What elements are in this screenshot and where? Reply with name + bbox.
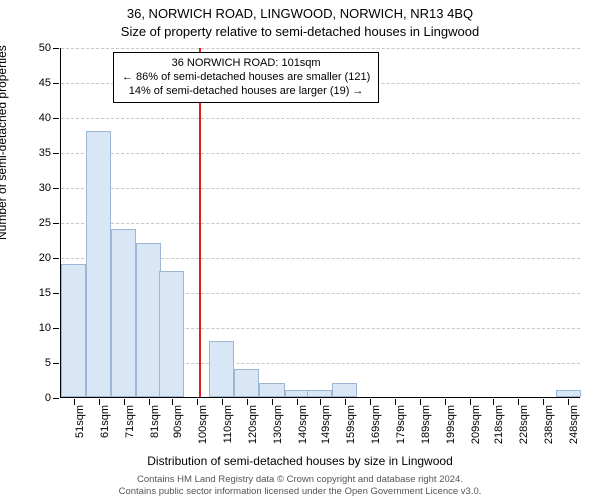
y-tick xyxy=(53,293,59,294)
gridline-h xyxy=(61,188,580,189)
y-tick xyxy=(53,48,59,49)
annotation-line-1: 36 NORWICH ROAD: 101sqm xyxy=(122,57,370,71)
y-tick-label: 5 xyxy=(45,357,51,369)
y-tick xyxy=(53,258,59,259)
x-tick-label: 228sqm xyxy=(518,405,530,444)
x-tick-label: 199sqm xyxy=(445,405,457,444)
y-axis-label: Number of semi-detached properties xyxy=(0,45,9,240)
x-tick-label: 169sqm xyxy=(370,405,382,444)
gridline-h xyxy=(61,153,580,154)
copyright-line-1: Contains HM Land Registry data © Crown c… xyxy=(0,474,600,486)
y-tick-label: 40 xyxy=(39,112,51,124)
y-tick-label: 30 xyxy=(39,182,51,194)
x-tick-label: 90sqm xyxy=(172,405,184,438)
x-axis-label: Distribution of semi-detached houses by … xyxy=(0,454,600,468)
x-tick-label: 218sqm xyxy=(493,405,505,444)
histogram-bar xyxy=(556,390,581,397)
plot-area: 0510152025303540455051sqm61sqm71sqm81sqm… xyxy=(60,48,580,398)
x-tick-label: 179sqm xyxy=(395,405,407,444)
gridline-h xyxy=(61,48,580,49)
y-tick xyxy=(53,118,59,119)
x-tick-label: 238sqm xyxy=(543,405,555,444)
gridline-h xyxy=(61,223,580,224)
histogram-bar xyxy=(259,383,284,397)
x-tick-label: 248sqm xyxy=(568,405,580,444)
x-tick-label: 61sqm xyxy=(99,405,111,438)
histogram-bar xyxy=(86,131,111,397)
histogram-bar xyxy=(307,390,332,397)
x-tick-label: 159sqm xyxy=(345,405,357,444)
histogram-bar xyxy=(332,383,357,397)
histogram-bar xyxy=(234,369,259,397)
chart-title-main: 36, NORWICH ROAD, LINGWOOD, NORWICH, NR1… xyxy=(0,6,600,21)
x-tick-label: 51sqm xyxy=(74,405,86,438)
histogram-bar xyxy=(136,243,161,397)
x-tick-label: 189sqm xyxy=(420,405,432,444)
y-tick-label: 0 xyxy=(45,392,51,404)
y-tick-label: 50 xyxy=(39,42,51,54)
y-tick xyxy=(53,223,59,224)
y-tick-label: 45 xyxy=(39,77,51,89)
copyright-note: Contains HM Land Registry data © Crown c… xyxy=(0,474,600,498)
chart-stage: 36, NORWICH ROAD, LINGWOOD, NORWICH, NR1… xyxy=(0,0,600,500)
annotation-box: 36 NORWICH ROAD: 101sqm ← 86% of semi-de… xyxy=(113,52,379,103)
y-tick xyxy=(53,328,59,329)
annotation-line-3: 14% of semi-detached houses are larger (… xyxy=(122,85,370,99)
annotation-line-2: ← 86% of semi-detached houses are smalle… xyxy=(122,71,370,85)
y-tick-label: 15 xyxy=(39,287,51,299)
x-tick-label: 130sqm xyxy=(272,405,284,444)
y-tick xyxy=(53,153,59,154)
y-tick-label: 10 xyxy=(39,322,51,334)
x-tick-label: 209sqm xyxy=(470,405,482,444)
x-tick-label: 140sqm xyxy=(297,405,309,444)
gridline-h xyxy=(61,118,580,119)
y-tick-label: 25 xyxy=(39,217,51,229)
histogram-bar xyxy=(61,264,86,397)
histogram-bar xyxy=(209,341,234,397)
y-tick-label: 20 xyxy=(39,252,51,264)
copyright-line-2: Contains public sector information licen… xyxy=(0,486,600,498)
x-tick-label: 120sqm xyxy=(247,405,259,444)
x-tick-label: 100sqm xyxy=(197,405,209,444)
y-tick-label: 35 xyxy=(39,147,51,159)
y-tick xyxy=(53,398,59,399)
histogram-bar xyxy=(285,390,310,397)
histogram-bar xyxy=(159,271,184,397)
y-tick xyxy=(53,188,59,189)
y-tick xyxy=(53,83,59,84)
x-tick-label: 149sqm xyxy=(320,405,332,444)
x-tick-label: 71sqm xyxy=(124,405,136,438)
x-tick-label: 81sqm xyxy=(149,405,161,438)
y-tick xyxy=(53,363,59,364)
histogram-bar xyxy=(111,229,136,397)
x-tick-label: 110sqm xyxy=(222,405,234,443)
chart-title-sub: Size of property relative to semi-detach… xyxy=(0,24,600,39)
